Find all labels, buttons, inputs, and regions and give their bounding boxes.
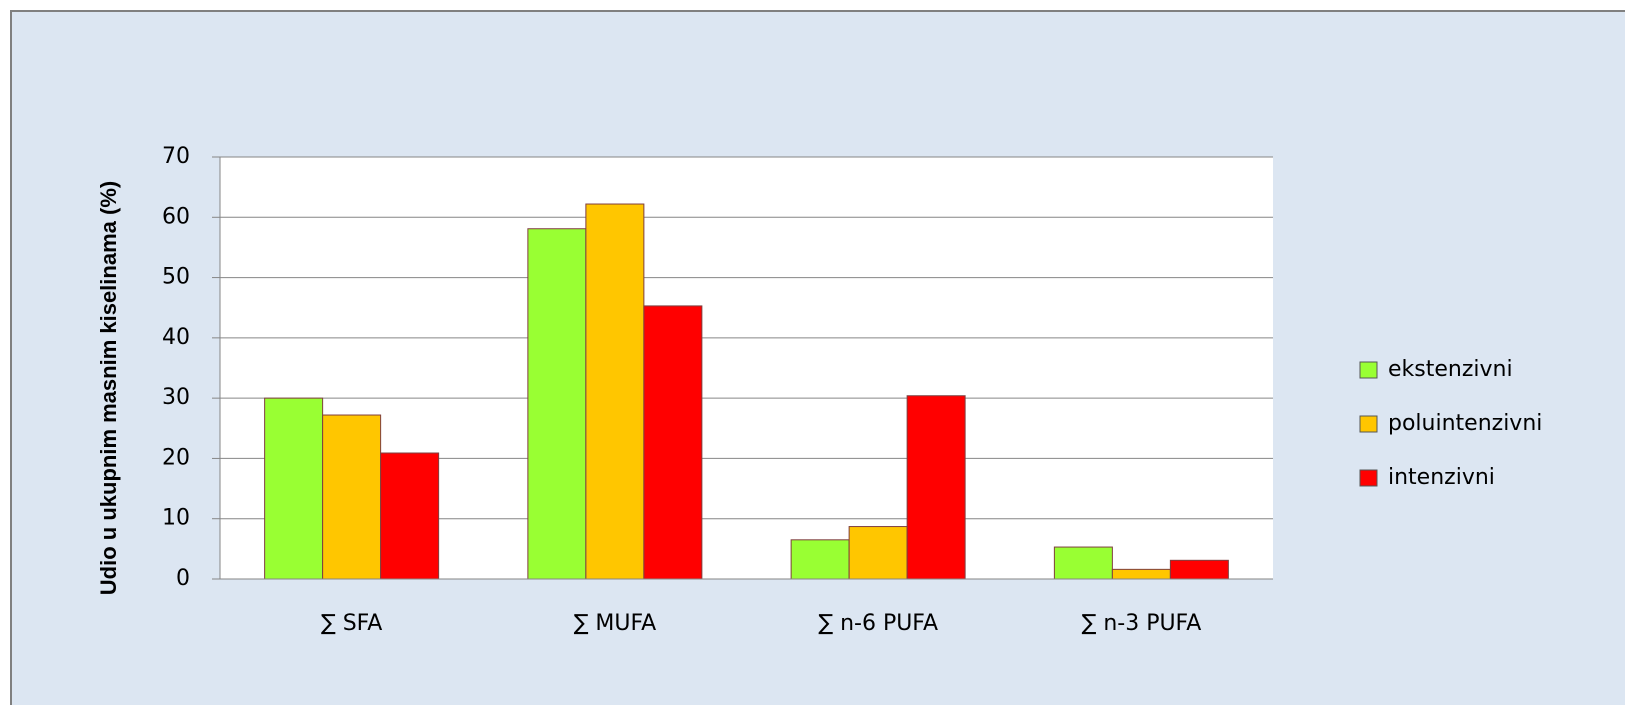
x-tick-label: ∑ SFA (321, 611, 382, 636)
x-tick-label: ∑ MUFA (574, 611, 657, 636)
legend-label: ekstenzivni (1388, 357, 1513, 382)
bar (790, 539, 850, 580)
x-tick-label: ∑ n-3 PUFA (1082, 611, 1202, 636)
bar (322, 414, 382, 580)
legend-label: poluintenzivni (1388, 411, 1542, 436)
bar (643, 305, 703, 580)
legend-swatch (1359, 415, 1378, 433)
y-tick-label: 60 (162, 204, 190, 229)
y-tick-label: 50 (162, 265, 190, 290)
y-tick-label: 70 (162, 144, 190, 169)
bar (1169, 559, 1229, 580)
y-tick-label: 30 (162, 385, 190, 410)
legend-label: intenzivni (1388, 465, 1495, 490)
y-tick-label: 0 (176, 566, 190, 591)
bar (906, 395, 966, 580)
legend-swatch (1359, 469, 1378, 487)
bar (1053, 546, 1113, 580)
x-tick-label: ∑ n-6 PUFA (818, 611, 938, 636)
legend-swatch (1359, 361, 1378, 379)
y-tick-label: 20 (162, 445, 190, 470)
y-tick-label: 40 (162, 325, 190, 350)
bar (848, 526, 908, 580)
y-axis-label: Udio u ukupnim masnim kiselinama (%) (96, 181, 121, 595)
y-tick-label: 10 (162, 506, 190, 531)
bar (264, 397, 324, 580)
bar (527, 228, 587, 580)
bar (380, 452, 440, 580)
bar (585, 203, 645, 580)
bar (1111, 568, 1171, 580)
